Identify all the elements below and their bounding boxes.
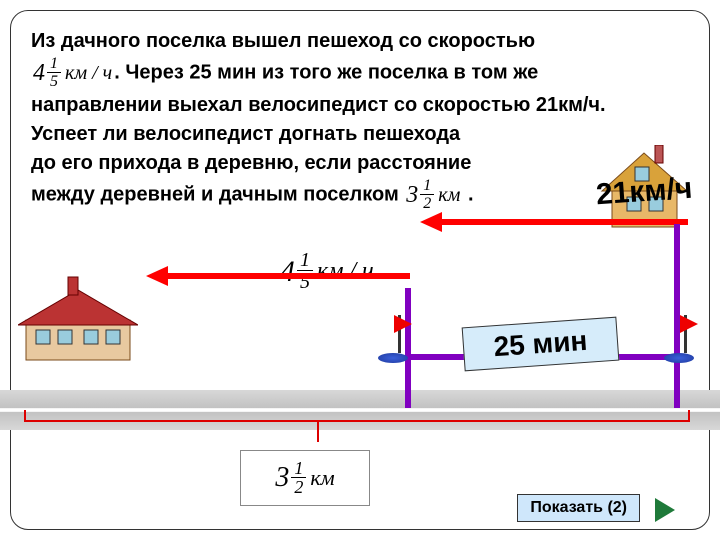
- flag-marker-icon: [391, 315, 408, 363]
- problem-text: Из дачного поселка вышел пешеход со скор…: [31, 27, 689, 213]
- cyclist-speed-label: 21км/ч: [595, 172, 693, 213]
- line4: Успеет ли велосипедист догнать пешехода: [31, 120, 689, 149]
- cyclist-arrow: [420, 215, 688, 229]
- distance-fraction-inline: 312км: [406, 178, 460, 213]
- flag-marker-icon: [677, 315, 694, 363]
- line1: Из дачного поселка вышел пешеход со скор…: [31, 27, 689, 56]
- line5: до его прихода в деревню, если расстояни…: [31, 149, 689, 178]
- play-icon[interactable]: [655, 498, 675, 522]
- show-button[interactable]: Показать (2): [517, 494, 640, 522]
- pedestrian-arrow: [146, 269, 410, 283]
- pedestrian-speed-fraction: 415км / ч: [33, 56, 112, 91]
- line2: 415км / ч . Через 25 мин из того же посе…: [31, 56, 689, 91]
- total-distance-bracket: [24, 420, 690, 450]
- head-start-bracket: 25 мин: [405, 288, 680, 408]
- distance-value-box: 312км: [240, 450, 370, 506]
- time-label-box: 25 мин: [462, 317, 620, 372]
- line3: направлении выехал велосипедист со скоро…: [31, 91, 689, 120]
- line6: между деревней и дачным поселком 312км .: [31, 178, 689, 213]
- village-house-icon: [18, 275, 138, 365]
